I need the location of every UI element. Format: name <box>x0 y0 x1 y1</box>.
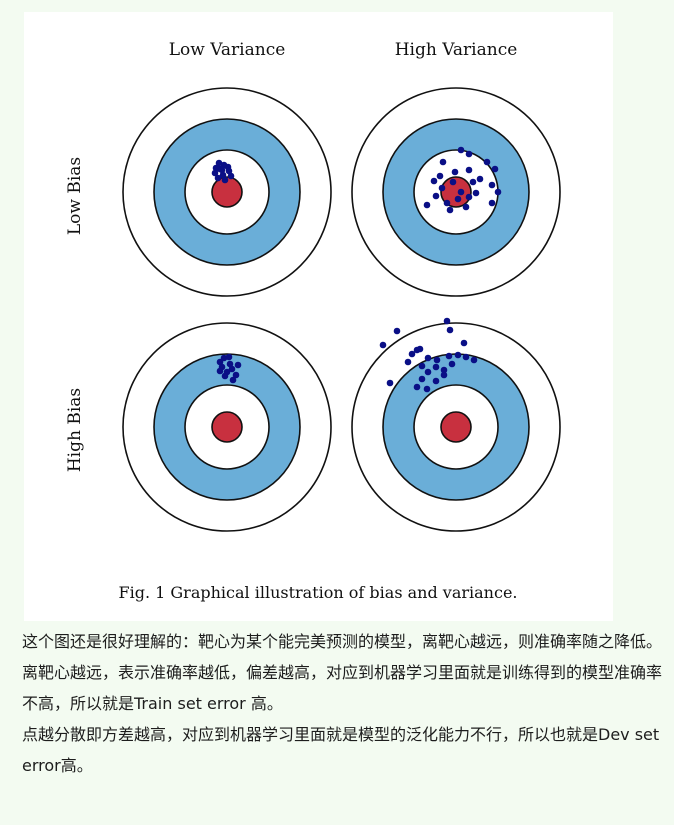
column-label-high-variance: High Variance <box>395 40 518 60</box>
shot-dot <box>472 189 480 197</box>
shot-dot <box>440 371 448 379</box>
shot-dot <box>446 326 454 334</box>
shot-dot <box>225 167 233 175</box>
shot-dot <box>443 317 451 325</box>
explanation-text: 这个图还是很好理解的：靶心为某个能完美预测的模型，离靶心越远，则准确率随之降低。… <box>22 626 662 781</box>
shot-dot <box>446 206 454 214</box>
shot-dot <box>386 379 394 387</box>
shot-dot <box>457 188 465 196</box>
target-low-bias-low-variance <box>122 87 332 297</box>
shot-dot <box>483 158 491 166</box>
paragraph-bias: 离靶心越远，表示准确率越低，偏差越高，对应到机器学习里面就是训练得到的模型准确率… <box>22 663 663 713</box>
shot-dot <box>214 174 222 182</box>
shot-dot <box>216 367 224 375</box>
shot-dot <box>440 366 448 374</box>
paragraph-variance: 点越分散即方差越高，对应到机器学习里面就是模型的泛化能力不行，所以也就是Dev … <box>22 725 660 775</box>
shot-dot <box>491 165 499 173</box>
shot-dot <box>488 199 496 207</box>
shot-dot <box>457 146 465 154</box>
shot-dot <box>423 385 431 393</box>
shot-dot <box>476 175 484 183</box>
target-high-bias-low-variance <box>122 322 332 532</box>
bullseye <box>440 176 472 208</box>
target-low-bias-high-variance <box>351 87 561 297</box>
figure-caption: Fig. 1 Graphical illustration of bias an… <box>119 583 518 602</box>
bias-variance-figure: Low Variance High Variance Low Bias High… <box>24 12 613 621</box>
bias-variance-diagram: Low Variance High Variance Low Bias High… <box>65 40 561 602</box>
shot-dot <box>227 172 235 180</box>
shot-dot <box>393 327 401 335</box>
shot-dot <box>416 345 424 353</box>
shot-dot <box>465 150 473 158</box>
shot-dot <box>469 178 477 186</box>
shot-dot <box>462 353 470 361</box>
shot-dot <box>220 354 228 362</box>
shot-dot <box>436 172 444 180</box>
shot-dot <box>226 360 234 368</box>
shot-dot <box>465 193 473 201</box>
shot-dot <box>219 171 227 179</box>
shot-dot <box>212 164 220 172</box>
shot-dot <box>494 188 502 196</box>
shot-dot <box>232 371 240 379</box>
shot-dot <box>433 356 441 364</box>
shot-dot <box>449 178 457 186</box>
shot-dot <box>221 372 229 380</box>
shot-dot <box>454 195 462 203</box>
shot-dot <box>229 376 237 384</box>
shot-dot <box>454 351 462 359</box>
shot-dot <box>451 168 459 176</box>
shot-dot <box>445 352 453 360</box>
shot-dot <box>234 361 242 369</box>
row-label-low-bias: Low Bias <box>65 157 85 235</box>
shot-dot <box>379 341 387 349</box>
shot-dot <box>465 166 473 174</box>
shot-dot <box>462 203 470 211</box>
shot-dot <box>448 360 456 368</box>
bullseye <box>211 176 243 208</box>
shot-dot <box>430 177 438 185</box>
shot-dot <box>424 354 432 362</box>
shot-dot <box>413 383 421 391</box>
shot-dot <box>438 184 446 192</box>
shot-dot <box>443 199 451 207</box>
bullseye <box>211 411 243 443</box>
shot-dot <box>215 159 223 167</box>
shot-dot <box>418 375 426 383</box>
shot-dot <box>432 192 440 200</box>
shot-dot <box>432 363 440 371</box>
shot-dot <box>404 358 412 366</box>
shot-dot <box>460 339 468 347</box>
shot-dot <box>216 358 224 366</box>
shot-dot <box>424 368 432 376</box>
shot-dot <box>221 176 229 184</box>
shot-dot <box>439 158 447 166</box>
shot-dot <box>218 166 226 174</box>
column-label-low-variance: Low Variance <box>169 40 286 60</box>
bullseye <box>440 411 472 443</box>
paragraph-bullseye: 这个图还是很好理解的：靶心为某个能完美预测的模型，离靶心越远，则准确率随之降低。 <box>22 632 663 651</box>
shot-dot <box>418 362 426 370</box>
shot-dot <box>488 181 496 189</box>
shot-dot <box>432 377 440 385</box>
shot-dot <box>470 356 478 364</box>
shot-dot <box>423 201 431 209</box>
row-label-high-bias: High Bias <box>65 388 85 472</box>
shot-dot <box>225 353 233 361</box>
shot-dot <box>211 169 219 177</box>
shot-dot <box>408 350 416 358</box>
target-high-bias-high-variance <box>351 317 561 532</box>
shot-dot <box>228 365 236 373</box>
